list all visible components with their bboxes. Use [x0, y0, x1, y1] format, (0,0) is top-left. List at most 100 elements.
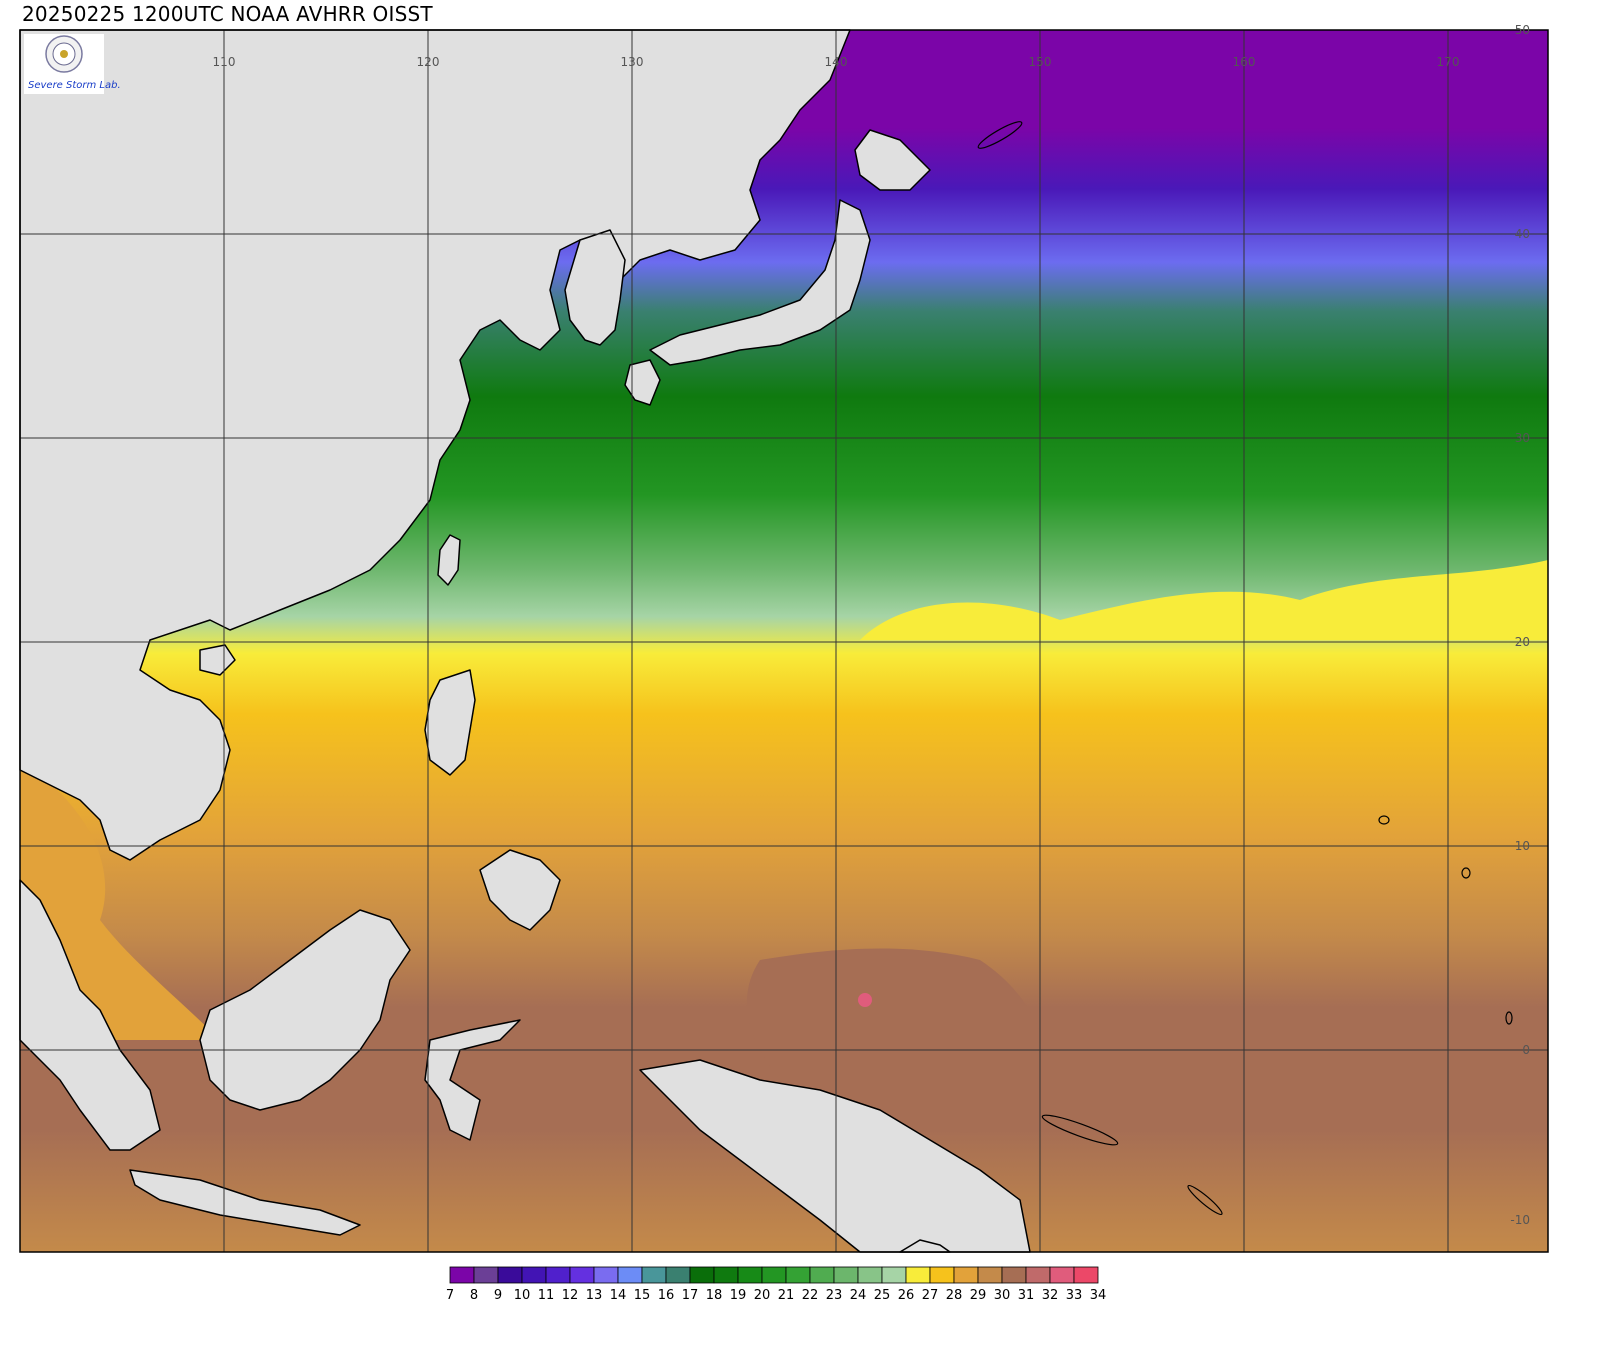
logo-text: Severe Storm Lab. — [28, 80, 121, 91]
colorbar-label: 15 — [634, 1288, 651, 1303]
island-nauru — [1505, 1011, 1513, 1025]
colorbar-swatch — [665, 1266, 691, 1284]
island-kiribati — [1461, 867, 1471, 879]
colorbar-swatch — [689, 1266, 715, 1284]
colorbar-label: 11 — [538, 1288, 555, 1303]
lat-tick: 10 — [1515, 839, 1530, 853]
map-title: 20250225 1200UTC NOAA AVHRR OISST — [22, 2, 433, 26]
grid-lines — [20, 30, 1548, 1252]
colorbar-swatch — [785, 1266, 811, 1284]
colorbar-label: 8 — [470, 1288, 478, 1303]
colorbar-label: 34 — [1090, 1288, 1107, 1303]
colorbar-label: 31 — [1018, 1288, 1035, 1303]
lat-tick: 40 — [1515, 227, 1530, 241]
colorbar-label: 32 — [1042, 1288, 1059, 1303]
colorbar-swatch — [1001, 1266, 1027, 1284]
colorbar-label: 14 — [610, 1288, 627, 1303]
lat-tick: 20 — [1515, 635, 1530, 649]
colorbar-label: 9 — [494, 1288, 502, 1303]
land-malay-sumatra — [19, 879, 161, 1151]
island-kurils — [977, 121, 1023, 149]
lab-logo: Severe Storm Lab. — [24, 34, 121, 94]
land-borneo — [199, 909, 411, 1111]
colorbar-swatch — [953, 1266, 979, 1284]
sst-band-30 — [746, 948, 1048, 1133]
colorbar-label: 25 — [874, 1288, 891, 1303]
colorbar-swatch — [497, 1266, 523, 1284]
lon-tick: 140 — [825, 55, 848, 69]
colorbar-swatch — [881, 1266, 907, 1284]
map-frame — [19, 29, 1549, 1253]
land-honshu — [649, 199, 871, 366]
colorbar-swatch — [449, 1266, 475, 1284]
colorbar-label: 16 — [658, 1288, 675, 1303]
lon-tick-labels: 110 120 130 140 150 160 170 — [213, 55, 1460, 69]
colorbar-label: 7 — [446, 1288, 454, 1303]
colorbar-label: 21 — [778, 1288, 795, 1303]
seal-center-icon — [60, 50, 68, 58]
lon-tick: 150 — [1029, 55, 1052, 69]
colorbar-label: 18 — [706, 1288, 723, 1303]
lat-tick: -10 — [1510, 1213, 1530, 1227]
colorbar-label: 30 — [994, 1288, 1011, 1303]
lat-tick: 30 — [1515, 431, 1530, 445]
land-taiwan — [437, 534, 461, 586]
colorbar-label: 17 — [682, 1288, 699, 1303]
land-korea — [564, 229, 626, 346]
colorbar-swatch — [833, 1266, 859, 1284]
colorbar-label: 26 — [898, 1288, 915, 1303]
colorbar-swatch — [1073, 1266, 1099, 1284]
island-marshall — [1378, 815, 1390, 825]
colorbar-swatch — [737, 1266, 763, 1284]
island-solomons — [1187, 1184, 1223, 1216]
lon-tick: 170 — [1437, 55, 1460, 69]
colorbar-swatch — [521, 1266, 547, 1284]
land-kyushu — [624, 359, 661, 406]
lon-tick: 110 — [213, 55, 236, 69]
land-asia-mainland — [19, 29, 851, 861]
land-mindanao — [479, 849, 561, 931]
colorbar-label: 33 — [1066, 1288, 1083, 1303]
colorbar-label: 22 — [802, 1288, 819, 1303]
colorbar-label: 23 — [826, 1288, 843, 1303]
sst-band-26 — [860, 560, 1548, 640]
colorbar-swatch — [473, 1266, 499, 1284]
colorbar-swatch — [1025, 1266, 1051, 1284]
colorbar-swatch — [617, 1266, 643, 1284]
colorbar-label: 19 — [730, 1288, 747, 1303]
land-hokkaido — [854, 129, 931, 191]
colorbar-swatch — [641, 1266, 667, 1284]
colorbar-swatch — [929, 1266, 955, 1284]
lon-tick: 130 — [621, 55, 644, 69]
land-new-guinea — [639, 1059, 1031, 1253]
colorbar-swatch — [761, 1266, 787, 1284]
colorbar-label: 20 — [754, 1288, 771, 1303]
lon-tick: 120 — [417, 55, 440, 69]
colorbar-label: 24 — [850, 1288, 867, 1303]
colorbar-swatch — [593, 1266, 619, 1284]
island-new-britain — [1041, 1114, 1119, 1146]
colorbar-swatch — [857, 1266, 883, 1284]
land-java — [129, 1169, 361, 1236]
colorbar-label: 29 — [970, 1288, 987, 1303]
colorbar-swatch — [545, 1266, 571, 1284]
colorbar-label: 13 — [586, 1288, 603, 1303]
colorbar: 7 8 9 10 11 12 13 14 15 16 17 18 19 20 21 22 23 24 25 26 27 2… — [446, 1266, 1107, 1303]
colorbar-label: 12 — [562, 1288, 579, 1303]
colorbar-swatch — [905, 1266, 931, 1284]
lon-tick: 160 — [1233, 55, 1256, 69]
colorbar-swatch — [569, 1266, 595, 1284]
colorbar-swatch — [809, 1266, 835, 1284]
colorbar-label: 10 — [514, 1288, 531, 1303]
colorbar-swatch — [1049, 1266, 1075, 1284]
colorbar-label: 27 — [922, 1288, 939, 1303]
sst-hotspot — [858, 993, 872, 1007]
lat-tick-labels: 50 40 30 20 10 0 -10 — [1510, 23, 1530, 1227]
lat-tick: 50 — [1515, 23, 1530, 37]
land-hainan — [199, 644, 236, 676]
colorbar-swatch — [713, 1266, 739, 1284]
colorbar-label: 28 — [946, 1288, 963, 1303]
colorbar-swatch — [977, 1266, 1003, 1284]
lat-tick: 0 — [1522, 1043, 1530, 1057]
